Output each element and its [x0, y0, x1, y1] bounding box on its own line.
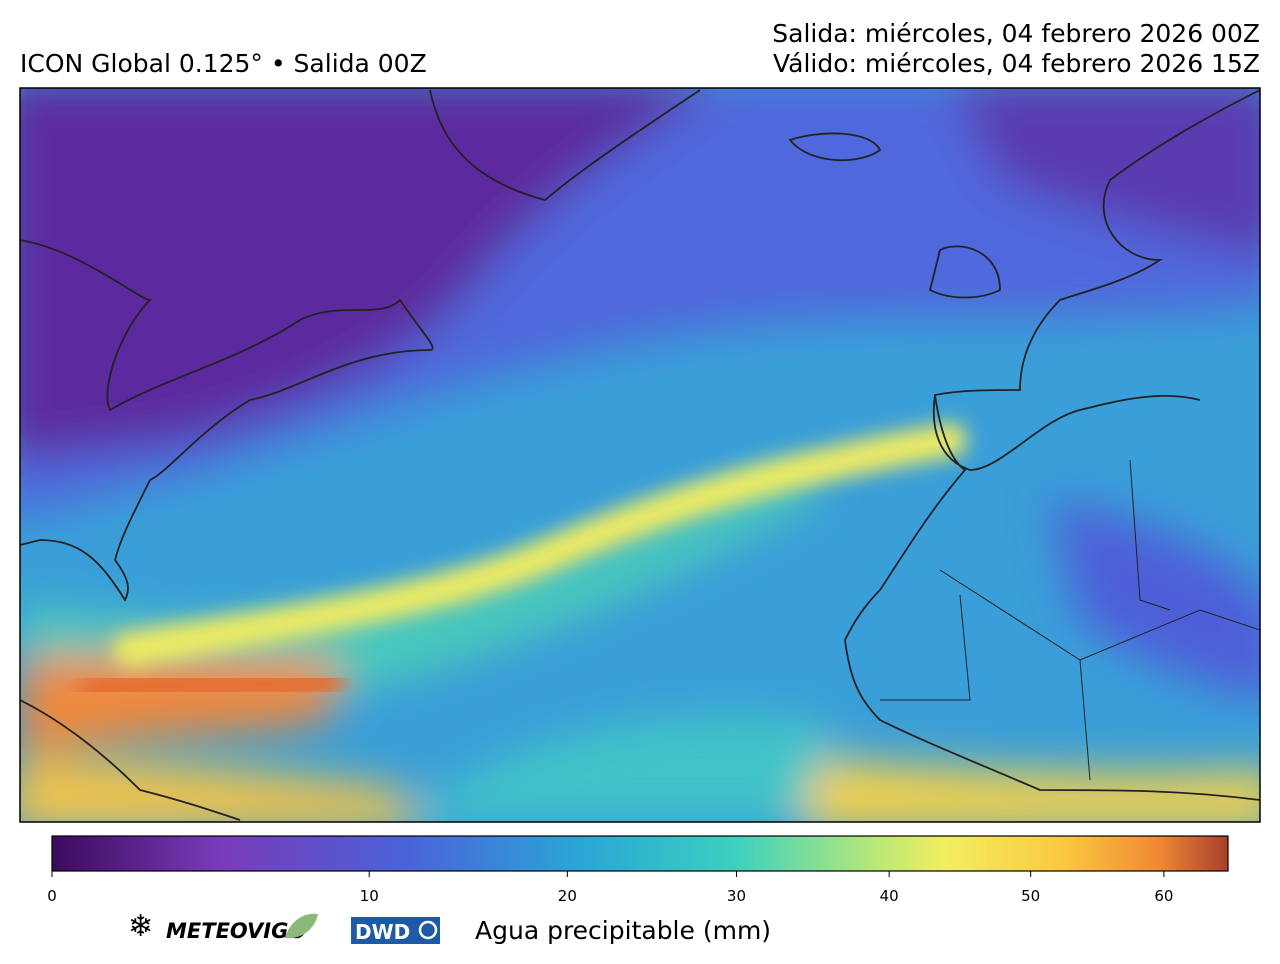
colorbar [51, 835, 1229, 872]
colorbar-tick-label: 0 [47, 887, 57, 905]
map-frame [19, 87, 1261, 823]
colorbar-tick-label: 40 [880, 887, 899, 905]
map-field [20, 88, 1260, 822]
colorbar-tick-label: 10 [360, 887, 379, 905]
valid-time: Válido: miércoles, 04 febrero 2026 15Z [773, 49, 1260, 78]
run-time: Salida: miércoles, 04 febrero 2026 00Z [772, 19, 1260, 48]
meteovigo-logo: METEOVIGO [166, 919, 306, 943]
dwd-logo: DWD [355, 920, 410, 944]
colorbar-tick-label: 50 [1021, 887, 1040, 905]
colorbar-tick-label: 20 [558, 887, 577, 905]
colorbar-tick-label: 30 [727, 887, 746, 905]
snowflake-icon: ❄ [128, 909, 153, 944]
colorbar-ticks: 0 10 20 30 40 50 60 [47, 871, 1173, 905]
colorbar-tick-label: 60 [1154, 887, 1173, 905]
colorbar-label: Agua precipitable (mm) [475, 916, 771, 945]
dwd-swirl [418, 920, 438, 940]
leaf-icon [285, 913, 318, 939]
map-title: ICON Global 0.125° • Salida 00Z [20, 49, 427, 78]
